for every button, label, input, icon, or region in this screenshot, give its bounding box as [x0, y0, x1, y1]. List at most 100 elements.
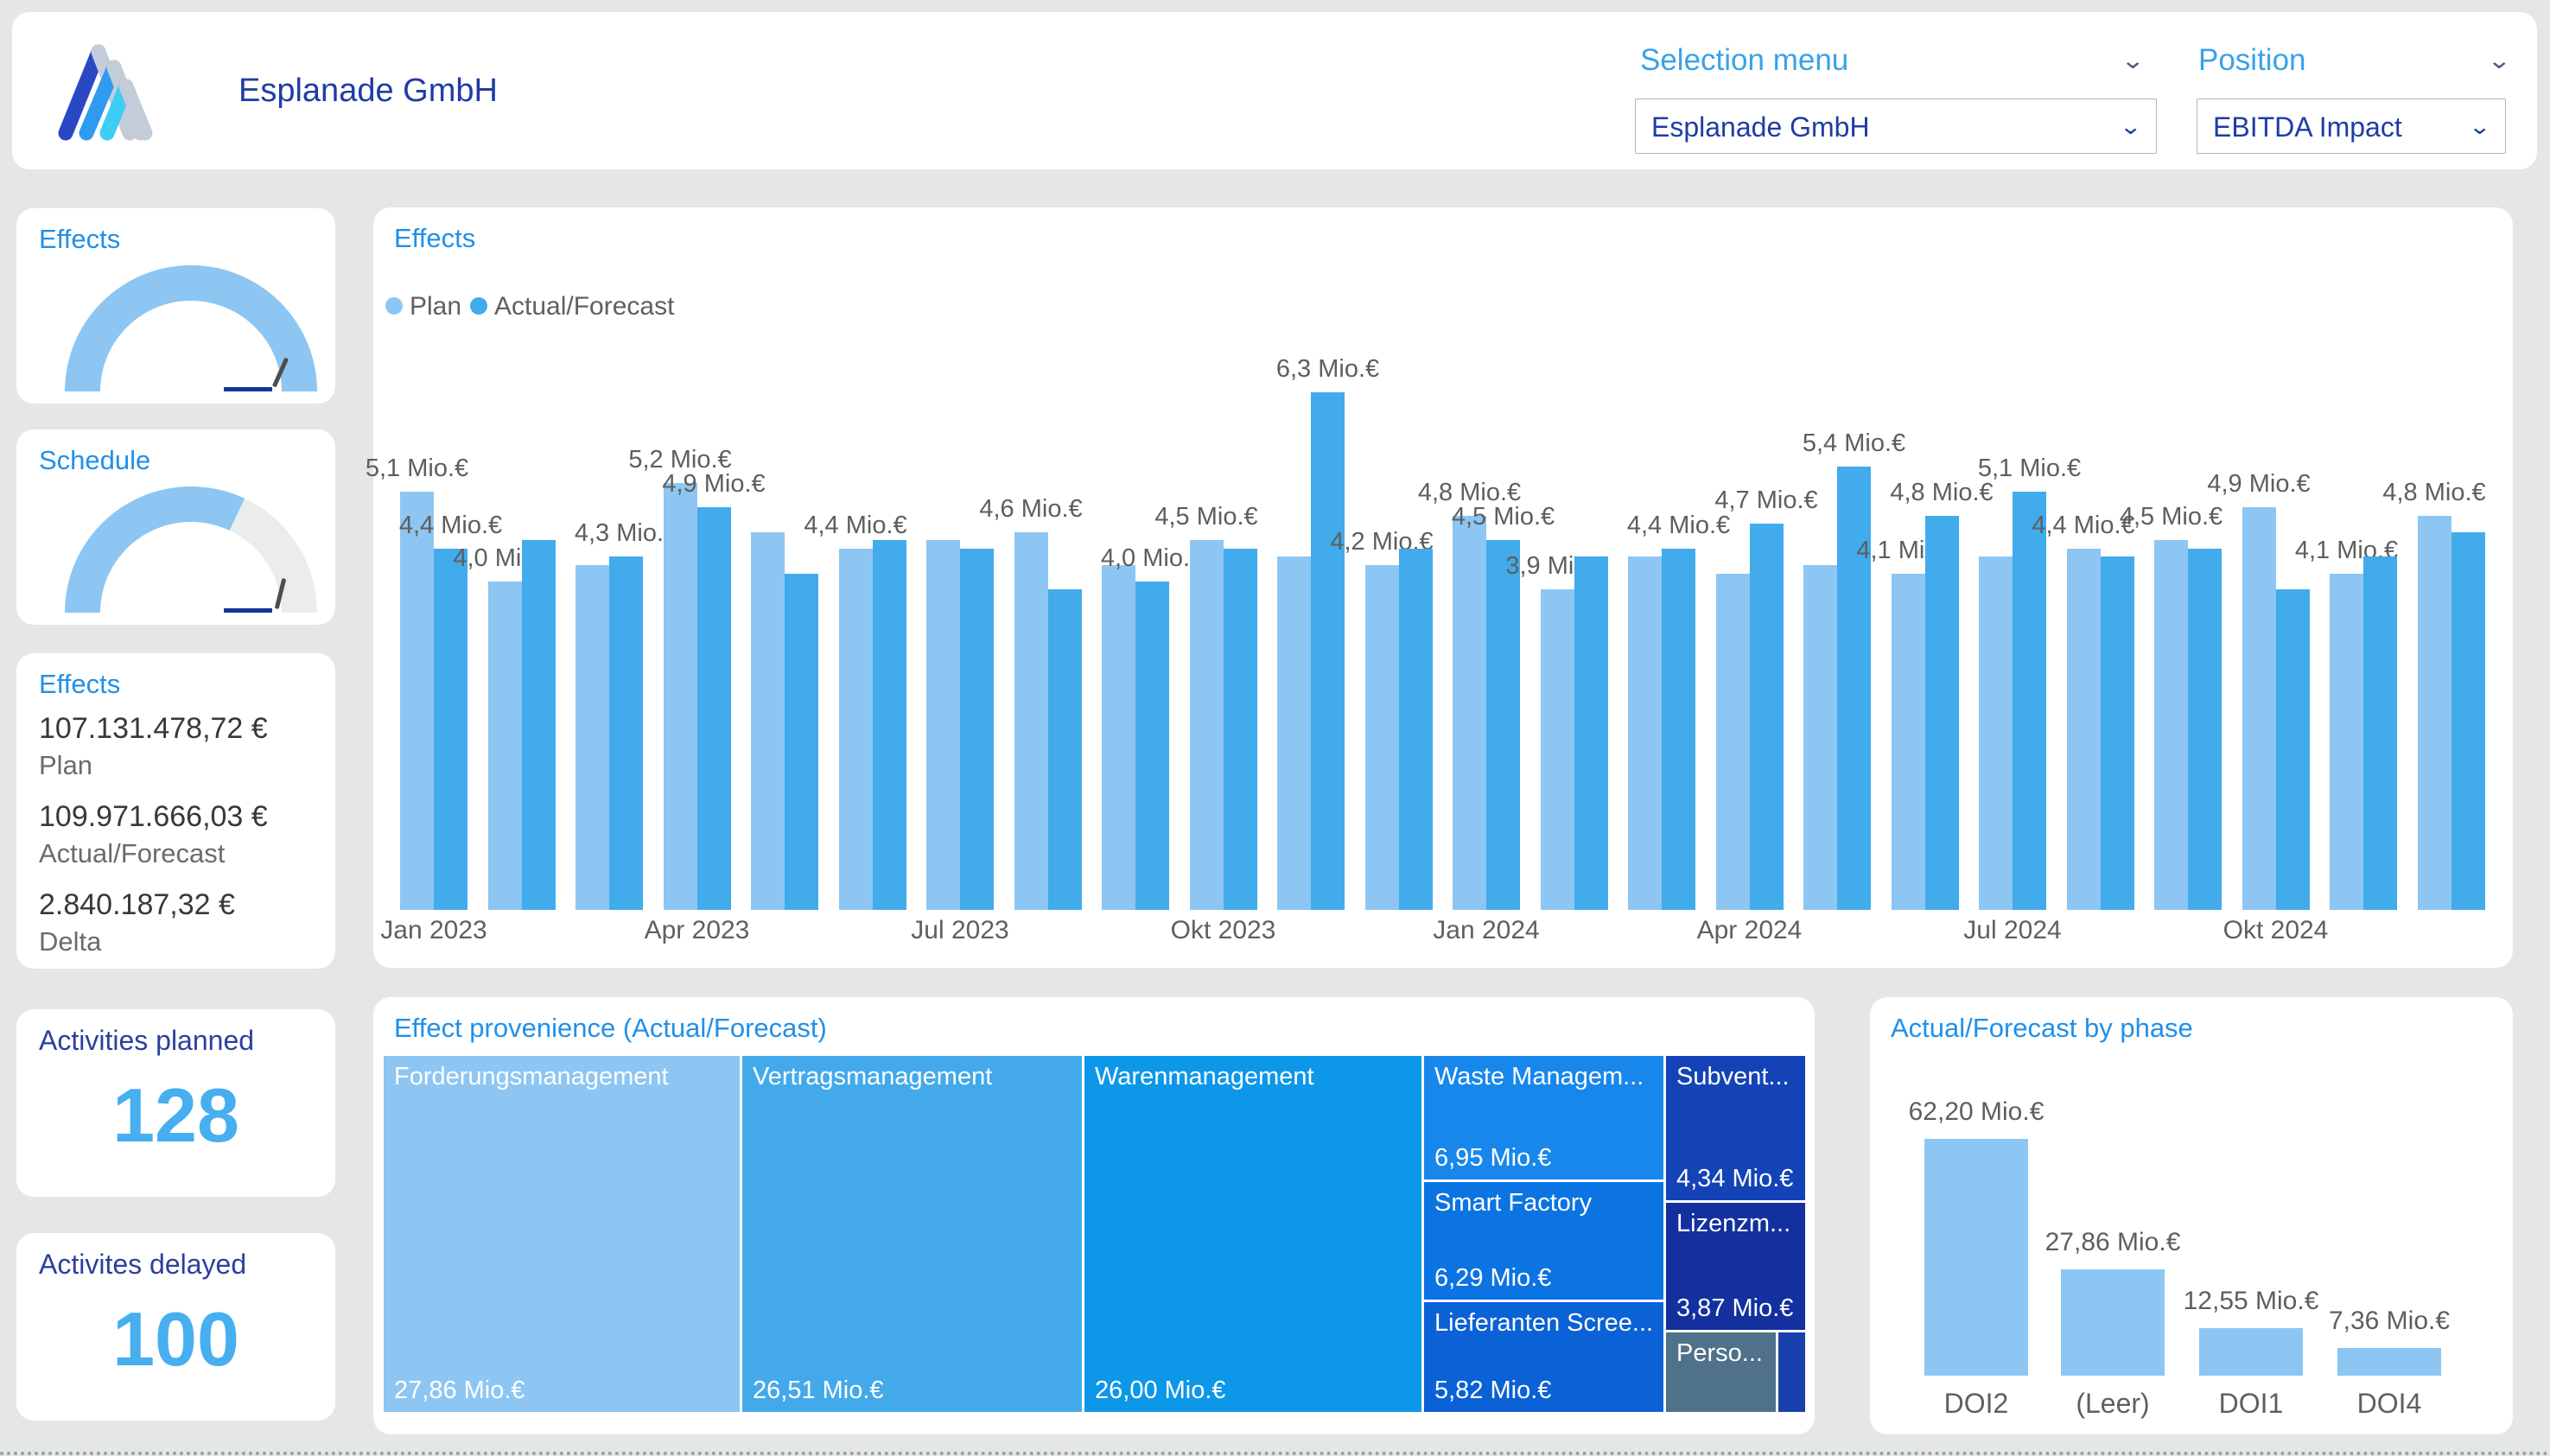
bar-plan-Jul-2023[interactable] — [926, 540, 960, 910]
treemap-tile-waste-managem-[interactable]: Waste Managem... 6,95 Mio.€ — [1424, 1056, 1663, 1179]
position-chevron-down-icon[interactable]: ⌄ — [2487, 47, 2512, 74]
treemap-tile-lizenzm-[interactable]: Lizenzm... 3,87 Mio.€ — [1666, 1203, 1805, 1330]
bar-actual-Aug-2023[interactable] — [1047, 589, 1082, 910]
phase-bar-doi1[interactable] — [2199, 1328, 2303, 1376]
effects-summary-title: Effects — [39, 669, 121, 699]
bar-plan-Aug-2024[interactable] — [2066, 549, 2101, 910]
bar-plan-Feb-2024[interactable] — [1540, 589, 1574, 910]
bar-plan-Dez-2024[interactable] — [2417, 516, 2451, 910]
bar-actual-Aug-2024[interactable] — [2100, 556, 2134, 910]
bar-actual-Apr-2024[interactable] — [1749, 524, 1784, 910]
bar-value-label: 4,1 Mio.€ — [2294, 537, 2399, 564]
bar-plan-Sep-2023[interactable] — [1102, 565, 1135, 910]
x-axis-tick-label: Jul 2024 — [1963, 916, 2062, 944]
bar-value-label: 4,0 Mio.€ — [1100, 544, 1205, 572]
bar-plan-Apr-2023[interactable] — [663, 483, 697, 910]
treemap-tile-value: 27,86 Mio.€ — [394, 1377, 525, 1404]
bar-plan-Mär-2024[interactable] — [1628, 556, 1662, 910]
treemap-tile-subvent-[interactable]: Subvent... 4,34 Mio.€ — [1666, 1056, 1805, 1200]
bar-plan-Dez-2023[interactable] — [1364, 565, 1399, 910]
bar-plan-Mai-2024[interactable] — [1803, 565, 1837, 910]
bar-plan-Jul-2024[interactable] — [1979, 556, 2013, 910]
treemap-tile-name: Perso... — [1676, 1339, 1763, 1367]
bar-actual-Feb-2023[interactable] — [521, 540, 556, 910]
legend-plan[interactable]: Plan — [410, 292, 462, 321]
bar-actual-Jul-2023[interactable] — [960, 549, 994, 910]
bar-actual-Jul-2024[interactable] — [2013, 492, 2046, 910]
bar-plan-Jun-2024[interactable] — [1891, 574, 1925, 910]
bar-value-label: 4,9 Mio.€ — [2207, 470, 2311, 498]
effects-summary-card: Effects 107.131.478,72 € Plan 109.971.66… — [16, 653, 335, 969]
treemap-tile-name: Warenmanagement — [1095, 1063, 1314, 1090]
bar-actual-Apr-2023[interactable] — [696, 507, 731, 910]
schedule-gauge-title: Schedule — [39, 445, 151, 475]
schedule-gauge-card: Schedule 63,97 % — [16, 429, 335, 625]
bar-actual-Okt-2024[interactable] — [2275, 589, 2310, 910]
bar-actual-Nov-2023[interactable] — [1311, 392, 1345, 910]
treemap-tile-warenmanagement[interactable]: Warenmanagement 26,00 Mio.€ — [1084, 1056, 1421, 1412]
treemap-tile-lieferanten-scree-[interactable]: Lieferanten Scree... 5,82 Mio.€ — [1424, 1302, 1663, 1412]
plan-value: 107.131.478,72 € — [39, 712, 268, 745]
bar-actual-Mai-2024[interactable] — [1837, 467, 1871, 910]
selection-menu-chevron-down-icon[interactable]: ⌄ — [2121, 47, 2146, 74]
treemap-tile-name: Waste Managem... — [1434, 1063, 1644, 1090]
bar-actual-Dez-2023[interactable] — [1398, 549, 1433, 910]
bar-plan-Jan-2024[interactable] — [1453, 516, 1486, 910]
x-axis-tick-label: Jul 2023 — [911, 916, 1009, 944]
bar-plan-Okt-2023[interactable] — [1189, 540, 1224, 910]
position-dropdown[interactable]: EBITDA Impact ⌄ — [2197, 99, 2506, 154]
treemap-tile-name: Lieferanten Scree... — [1434, 1309, 1654, 1337]
treemap-tile[interactable] — [1778, 1332, 1805, 1412]
bar-actual-Mai-2023[interactable] — [785, 574, 818, 910]
bar-plan-Mär-2023[interactable] — [575, 565, 609, 910]
effects-chart-plot: 5,1 Mio.€ 4,4 Mio.€ Jan 2023 4,0 Mio.€ 4,3 M… — [366, 207, 2513, 968]
bar-value-label: 4,4 Mio.€ — [804, 512, 907, 539]
company-logo-icon — [47, 35, 161, 148]
selection-menu-label: Selection menu — [1640, 43, 1849, 77]
bar-plan-Okt-2024[interactable] — [2242, 507, 2276, 910]
bar-plan-Aug-2023[interactable] — [1014, 532, 1048, 910]
position-label: Position — [2198, 43, 2306, 77]
bar-value-label: 4,8 Mio.€ — [2382, 479, 2486, 506]
treemap-tile-vertragsmanagement[interactable]: Vertragsmanagement 26,51 Mio.€ — [742, 1056, 1082, 1412]
bar-actual-Mär-2024[interactable] — [1662, 549, 1695, 910]
bar-plan-Jan-2023[interactable] — [400, 492, 434, 910]
bar-actual-Sep-2023[interactable] — [1135, 582, 1169, 910]
phase-bar-doi2[interactable] — [1924, 1139, 2028, 1376]
treemap-tile-name: Vertragsmanagement — [753, 1063, 993, 1090]
legend-dot-plan-icon — [385, 297, 403, 315]
legend-actual-forecast[interactable]: Actual/Forecast — [494, 292, 675, 321]
bar-value-label: 4,0 Mio.€ — [453, 544, 556, 572]
phase-bar-value-label: 62,20 Mio.€ — [1908, 1097, 2044, 1126]
treemap-tile-smart-factory[interactable]: Smart Factory 6,29 Mio.€ — [1424, 1182, 1663, 1300]
chevron-down-icon: ⌄ — [2468, 113, 2491, 139]
bar-plan-Mai-2023[interactable] — [751, 532, 785, 910]
effects-gauge: 102,65 % — [65, 265, 317, 391]
treemap-tile-perso-[interactable]: Perso... — [1666, 1332, 1776, 1412]
bar-actual-Jun-2023[interactable] — [872, 540, 906, 910]
bar-actual-Mär-2023[interactable] — [609, 556, 643, 910]
bar-plan-Nov-2024[interactable] — [2330, 574, 2363, 910]
bar-actual-Dez-2024[interactable] — [2451, 532, 2485, 910]
phase-bar-leer[interactable] — [2061, 1269, 2165, 1376]
bar-actual-Sep-2024[interactable] — [2188, 549, 2222, 910]
bar-actual-Feb-2024[interactable] — [1574, 556, 1608, 910]
bar-actual-Jun-2024[interactable] — [1924, 516, 1959, 910]
bar-plan-Sep-2024[interactable] — [2154, 540, 2188, 910]
actual-forecast-label: Actual/Forecast — [39, 838, 226, 868]
bar-actual-Jan-2023[interactable] — [434, 549, 467, 910]
actual-forecast-value: 109.971.666,03 € — [39, 800, 268, 833]
phase-bar-value-label: 12,55 Mio.€ — [2183, 1287, 2319, 1315]
bar-plan-Feb-2023[interactable] — [487, 582, 522, 910]
bar-plan-Nov-2023[interactable] — [1277, 556, 1311, 910]
selection-menu-dropdown[interactable]: Esplanade GmbH ⌄ — [1635, 99, 2157, 154]
bar-value-label: 4,5 Mio.€ — [1451, 503, 1555, 531]
company-name: Esplanade GmbH — [238, 73, 498, 109]
bar-plan-Apr-2024[interactable] — [1715, 574, 1750, 910]
phase-bar-doi4[interactable] — [2337, 1348, 2441, 1376]
bar-actual-Nov-2024[interactable] — [2363, 556, 2397, 910]
bar-actual-Jan-2024[interactable] — [1486, 540, 1520, 910]
bar-actual-Okt-2023[interactable] — [1223, 549, 1257, 910]
treemap-tile-forderungsmanagement[interactable]: Forderungsmanagement 27,86 Mio.€ — [384, 1056, 740, 1412]
bar-plan-Jun-2023[interactable] — [838, 549, 873, 910]
